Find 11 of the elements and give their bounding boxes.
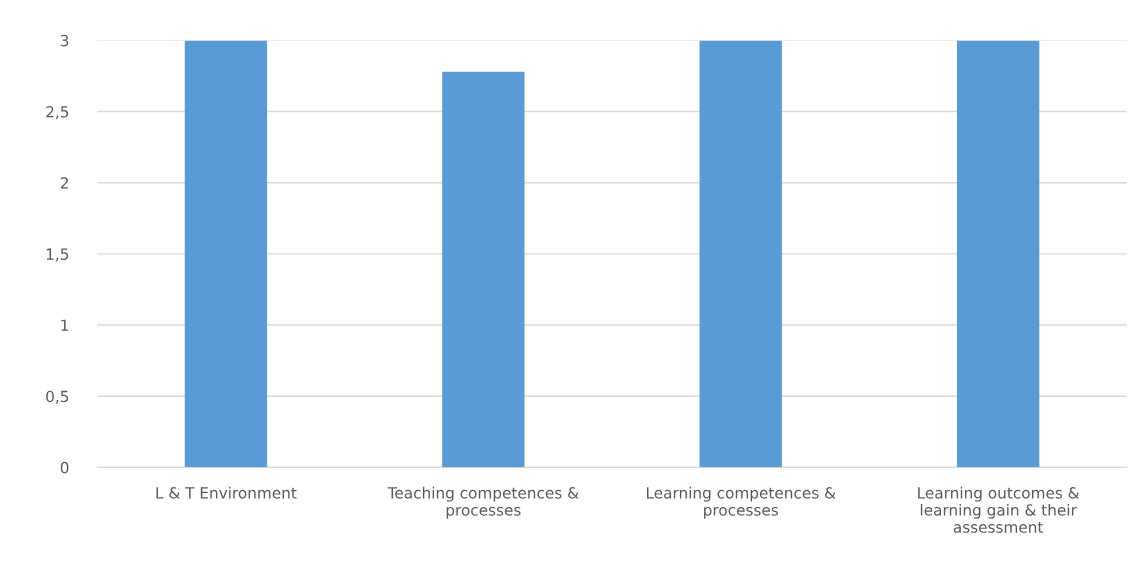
y-tick-label: 3 (60, 34, 69, 47)
x-tick-label: Learning competences & processes (646, 486, 836, 519)
y-tick-label: 1,5 (46, 248, 69, 262)
y-tick-label: 0 (60, 461, 69, 474)
x-tick-label: L & T Environment (156, 486, 297, 499)
y-tick-label: 0,5 (46, 390, 69, 404)
y-tick-label: 2 (60, 177, 68, 189)
y-tick-label: 2,5 (46, 106, 69, 120)
y-tick-label: 1 (61, 319, 69, 331)
x-tick-label: Learning outcomes & learning gain & their assessment (918, 486, 1080, 533)
x-tick-label: Teaching competences & processes (387, 486, 579, 519)
